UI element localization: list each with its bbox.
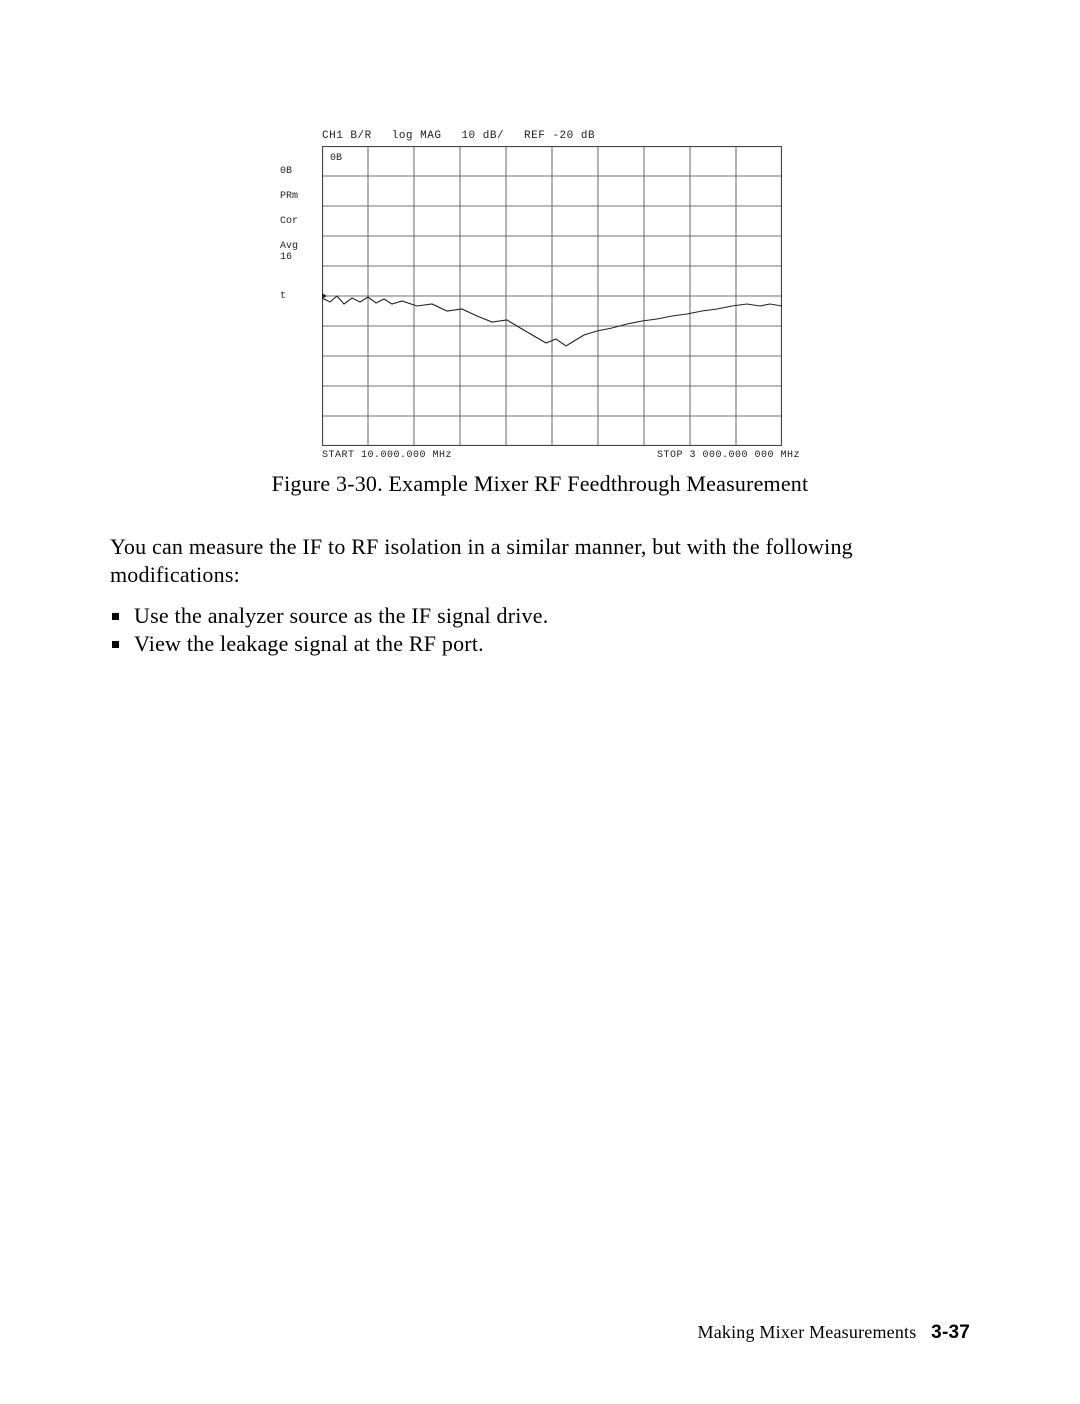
chart: CH1 B/R log MAG 10 dB/ REF -20 dB 0B PRm…: [280, 130, 800, 461]
chart-grid: 0B: [322, 146, 782, 446]
body-paragraph: You can measure the IF to RF isolation i…: [110, 533, 970, 589]
chart-ref: REF -20 dB: [524, 130, 595, 142]
chart-mode: log MAG: [392, 130, 442, 142]
chart-left-label: Cor: [280, 216, 322, 227]
chart-left-label: PRm: [280, 191, 322, 202]
chart-footer: START 10.000.000 MHz STOP 3 000.000 000 …: [280, 450, 800, 461]
page-footer: Making Mixer Measurements 3-37: [698, 1322, 970, 1344]
footer-text: Making Mixer Measurements: [698, 1322, 917, 1342]
chart-scale: 10 dB/: [461, 130, 504, 142]
chart-channel: CH1 B/R: [322, 130, 372, 142]
chart-left-label: 0B: [280, 166, 322, 177]
list-item: View the leakage signal at the RF port.: [110, 631, 970, 657]
chart-start-freq: START 10.000.000 MHz: [322, 450, 452, 461]
svg-text:0B: 0B: [330, 153, 342, 164]
list-item: Use the analyzer source as the IF signal…: [110, 603, 970, 629]
figure-caption: Figure 3-30. Example Mixer RF Feedthroug…: [110, 471, 970, 497]
chart-header: CH1 B/R log MAG 10 dB/ REF -20 dB: [280, 130, 800, 142]
chart-left-label: t: [280, 291, 322, 302]
chart-left-label: Avg 16: [280, 241, 322, 263]
chart-stop-freq: STOP 3 000.000 000 MHz: [657, 450, 800, 461]
chart-left-labels: 0B PRm Cor Avg 16 t: [280, 146, 322, 302]
bullet-list: Use the analyzer source as the IF signal…: [110, 603, 970, 657]
page-number: 3-37: [931, 1322, 970, 1343]
